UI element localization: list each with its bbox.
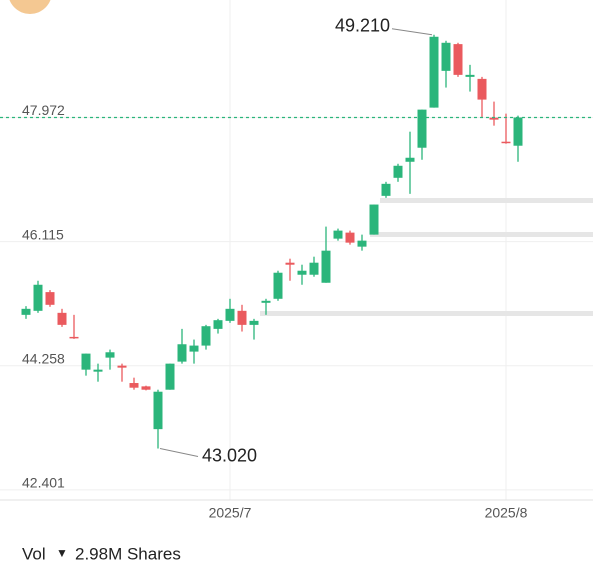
volume-value: 2.98M Shares [75, 544, 181, 563]
candle-body [33, 284, 43, 311]
level-bar [260, 311, 593, 316]
annotation-leader [159, 448, 199, 458]
candle-body [297, 270, 307, 275]
candle-body [429, 36, 439, 108]
candle-body [237, 310, 247, 325]
candle-body [129, 383, 139, 388]
dropdown-arrow[interactable]: ▼ [56, 546, 68, 560]
y-tick-label: 47.972 [22, 102, 65, 118]
y-tick-label: 46.115 [22, 226, 64, 242]
candles [21, 34, 523, 449]
annotation-label: 43.020 [202, 445, 257, 465]
y-tick-label: 42.401 [22, 475, 65, 491]
candle-body [513, 117, 523, 146]
candle-body [273, 272, 283, 299]
candle-body [501, 141, 511, 144]
candle-body [105, 352, 115, 358]
candle-body [189, 345, 199, 352]
candle-body [309, 262, 319, 275]
candle-body [93, 369, 103, 372]
candle-body [369, 204, 379, 235]
candle-body [177, 344, 187, 362]
candle-body [213, 320, 223, 329]
x-tick-label: 2025/7 [209, 505, 252, 521]
candle-body [465, 74, 475, 77]
candle-body [21, 308, 31, 315]
annotation-leader [391, 28, 433, 36]
candle-body [393, 165, 403, 178]
candle-body [285, 262, 295, 265]
annotation-label: 49.210 [335, 16, 390, 36]
candle-body [453, 44, 463, 75]
volume-label: Vol [22, 544, 46, 563]
candle-body [477, 78, 487, 100]
candle-body [153, 391, 163, 430]
candle-body [45, 292, 55, 305]
candle-body [69, 336, 79, 339]
candle-body [405, 157, 415, 162]
level-bar [380, 198, 593, 203]
candle-body [117, 365, 127, 368]
candle-body [261, 300, 271, 303]
x-tick-label: 2025/8 [485, 505, 528, 521]
candle-body [57, 312, 67, 325]
candle-body [333, 230, 343, 239]
candle-body [345, 232, 355, 243]
candle-body [81, 353, 91, 370]
candle-body [357, 240, 367, 247]
candle-body [489, 117, 499, 120]
candle-body [249, 320, 259, 325]
candle-body [165, 363, 175, 390]
candle-body [225, 308, 235, 321]
y-tick-label: 44.258 [22, 350, 65, 366]
avatar [9, 0, 51, 14]
level-bar [370, 232, 593, 237]
candle-body [141, 386, 151, 390]
candle-body [201, 326, 211, 346]
candle-body [381, 183, 391, 196]
candle-body [441, 42, 451, 71]
grid [0, 0, 593, 500]
candle-body [417, 109, 427, 148]
candle-body [321, 250, 331, 283]
